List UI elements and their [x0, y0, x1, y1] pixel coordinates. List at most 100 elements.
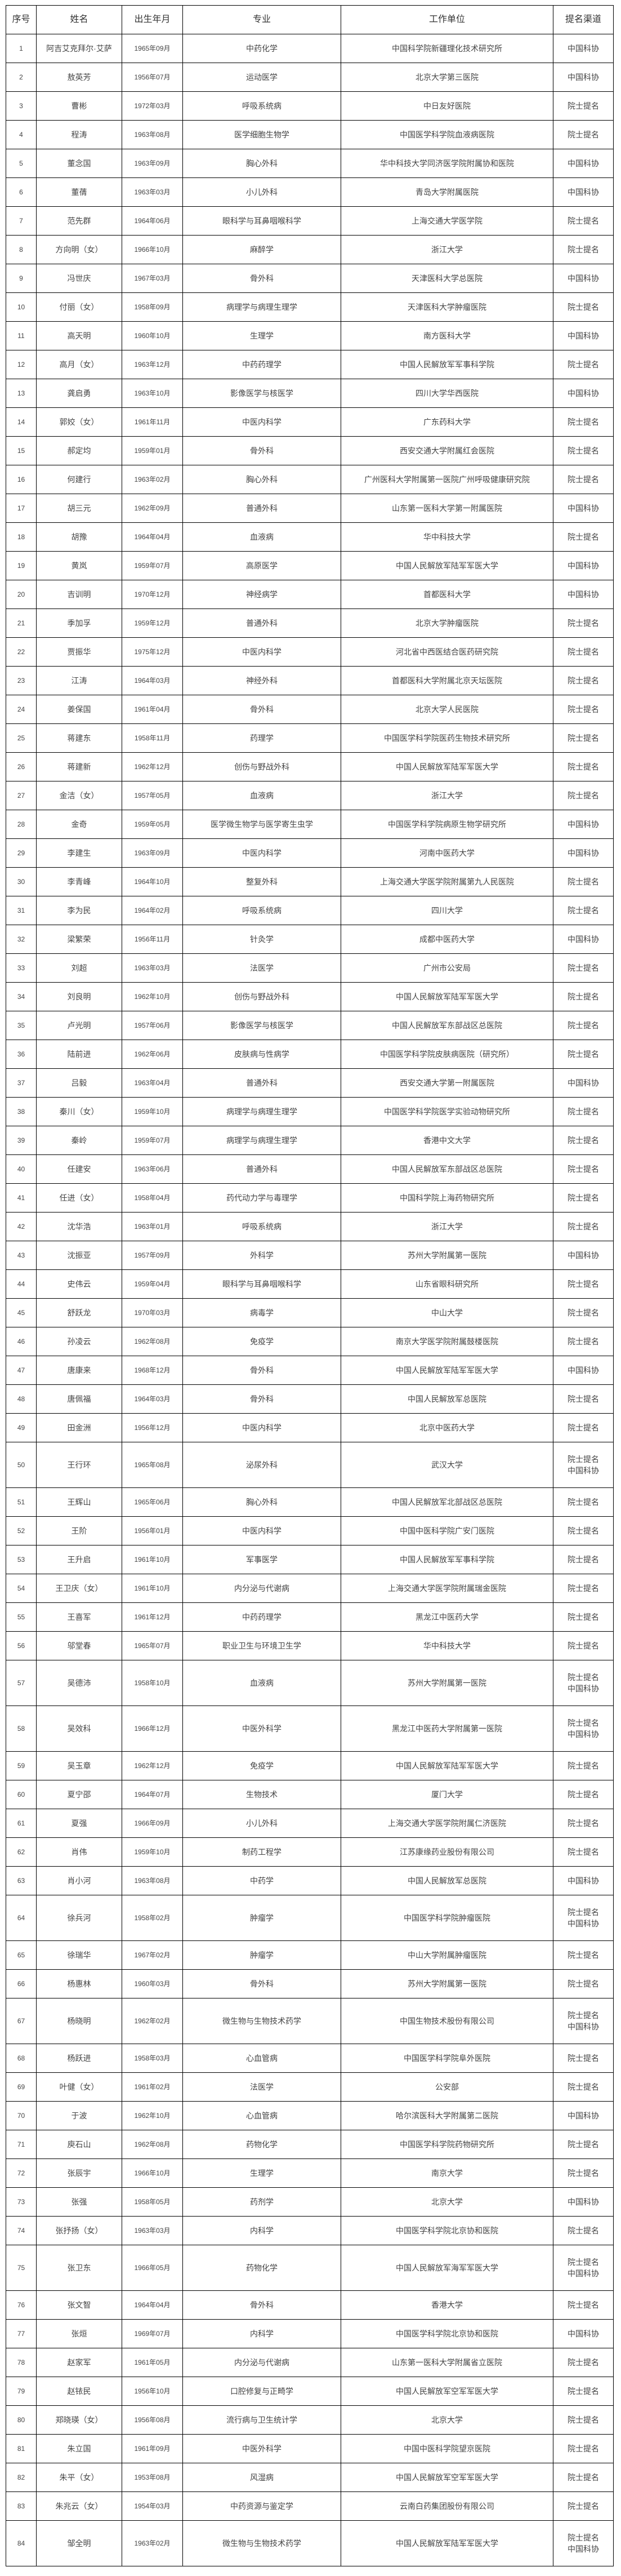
cell-specialty: 骨外科 [182, 1356, 341, 1385]
cell-name: 秦川（女） [36, 1097, 122, 1126]
cell-specialty: 心血管病 [182, 2044, 341, 2073]
table-row: 70 于波 1962年10月 心血管病 哈尔滨医科大学附属第二医院 中国科协 [6, 2101, 614, 2130]
cell-workplace: 华中科技大学 [341, 522, 553, 552]
cell-birth: 1964年03月 [122, 1384, 183, 1414]
cell-index: 23 [6, 666, 37, 695]
cell-workplace: 中国人民解放军东部战区总医院 [341, 1154, 553, 1184]
cell-birth: 1961年10月 [122, 1574, 183, 1603]
cell-index: 64 [6, 1895, 37, 1941]
header-name: 姓名 [36, 5, 122, 34]
cell-index: 15 [6, 436, 37, 465]
cell-name: 王喜军 [36, 1602, 122, 1632]
table-row: 60 夏宁邵 1964年07月 生物技术 厦门大学 院士提名 [6, 1780, 614, 1809]
cell-workplace: 广州市公安局 [341, 953, 553, 983]
cell-name: 姜保国 [36, 695, 122, 724]
cell-specialty: 胸心外科 [182, 465, 341, 494]
cell-channel: 院士提名 [553, 867, 614, 896]
cell-channel: 院士提名 [553, 1969, 614, 1998]
table-row: 73 张强 1958年05月 药剂学 北京大学 中国科协 [6, 2187, 614, 2217]
table-row: 51 王辉山 1965年06月 胸心外科 中国人民解放军北部战区总医院 院士提名 [6, 1487, 614, 1517]
cell-birth: 1956年08月 [122, 2405, 183, 2435]
cell-birth: 1957年09月 [122, 1241, 183, 1270]
cell-birth: 1967年03月 [122, 264, 183, 293]
cell-channel: 院士提名 [553, 2216, 614, 2245]
cell-birth: 1959年07月 [122, 1126, 183, 1155]
cell-birth: 1962年08月 [122, 1327, 183, 1356]
cell-specialty: 外科学 [182, 1241, 341, 1270]
cell-workplace: 中国人民解放军陆军军医大学 [341, 2520, 553, 2566]
cell-specialty: 心血管病 [182, 2101, 341, 2130]
cell-specialty: 骨外科 [182, 695, 341, 724]
cell-birth: 1963年04月 [122, 1068, 183, 1098]
cell-channel: 院士提名 [553, 723, 614, 753]
cell-workplace: 北京大学人民医院 [341, 695, 553, 724]
cell-specialty: 骨外科 [182, 1384, 341, 1414]
cell-birth: 1962年09月 [122, 494, 183, 523]
header-index: 序号 [6, 5, 37, 34]
cell-channel: 中国科协 [553, 810, 614, 839]
cell-name: 郝定均 [36, 436, 122, 465]
cell-index: 20 [6, 580, 37, 609]
table-row: 75 张卫东 1966年05月 药物化学 中国人民解放军海军军医大学 院士提名 中国科协 [6, 2245, 614, 2291]
cell-name: 朱立国 [36, 2434, 122, 2463]
cell-birth: 1958年05月 [122, 2187, 183, 2217]
cell-channel: 院士提名 [553, 1487, 614, 1517]
cell-specialty: 药代动力学与毒理学 [182, 1183, 341, 1213]
cell-workplace: 首都医科大学附属北京天坛医院 [341, 666, 553, 695]
table-row: 1 阿吉艾克拜尔·艾萨 1965年09月 中药化学 中国科学院新疆理化技术研究所 中国科协 [6, 34, 614, 63]
cell-name: 吕毅 [36, 1068, 122, 1098]
table-row: 18 胡豫 1964年04月 血液病 华中科技大学 院士提名 [6, 522, 614, 552]
cell-workplace: 中国科学院上海药物研究所 [341, 1183, 553, 1213]
table-row: 14 郭姣（女） 1961年11月 中医内科学 广东药科大学 院士提名 [6, 407, 614, 437]
cell-specialty: 中医外科学 [182, 1706, 341, 1752]
cell-workplace: 北京大学肿瘤医院 [341, 609, 553, 638]
cell-name: 阿吉艾克拜尔·艾萨 [36, 34, 122, 63]
cell-name: 卢光明 [36, 1011, 122, 1040]
cell-workplace: 南方医科大学 [341, 321, 553, 350]
cell-index: 5 [6, 149, 37, 178]
table-row: 46 孙凌云 1962年08月 免疫学 南京大学医学院附属鼓楼医院 院士提名 [6, 1327, 614, 1356]
cell-index: 61 [6, 1809, 37, 1838]
header-specialty: 专业 [182, 5, 341, 34]
table-row: 61 夏强 1966年09月 小儿外科 上海交通大学医学院附属仁济医院 院士提名 [6, 1809, 614, 1838]
cell-name: 王行环 [36, 1442, 122, 1488]
cell-name: 夏强 [36, 1809, 122, 1838]
cell-index: 46 [6, 1327, 37, 1356]
cell-index: 48 [6, 1384, 37, 1414]
cell-name: 赵铱民 [36, 2377, 122, 2406]
cell-name: 叶健（女） [36, 2072, 122, 2102]
cell-channel: 院士提名 [553, 465, 614, 494]
cell-name: 田金洲 [36, 1413, 122, 1442]
cell-channel: 院士提名 [553, 2072, 614, 2102]
cell-specialty: 运动医学 [182, 63, 341, 92]
table-row: 4 程涛 1963年08月 医学细胞生物学 中国医学科学院血液病医院 院士提名 [6, 120, 614, 149]
cell-index: 6 [6, 177, 37, 207]
cell-channel: 院士提名 [553, 896, 614, 925]
header-workplace: 工作单位 [341, 5, 553, 34]
cell-name: 刘超 [36, 953, 122, 983]
cell-specialty: 病毒学 [182, 1298, 341, 1327]
cell-workplace: 中国医学科学院医学实验动物研究所 [341, 1097, 553, 1126]
table-row: 23 江涛 1964年03月 神经外科 首都医科大学附属北京天坛医院 院士提名 [6, 666, 614, 695]
cell-specialty: 高原医学 [182, 551, 341, 580]
cell-index: 78 [6, 2348, 37, 2377]
cell-channel: 中国科协 [553, 2319, 614, 2348]
cell-workplace: 北京中医药大学 [341, 1413, 553, 1442]
cell-specialty: 中药资源与鉴定学 [182, 2491, 341, 2521]
table-row: 42 沈华浩 1963年01月 呼吸系统病 浙江大学 院士提名 [6, 1212, 614, 1241]
cell-specialty: 微生物与生物技术药学 [182, 2520, 341, 2566]
table-row: 17 胡三元 1962年09月 普通外科 山东第一医科大学第一附属医院 中国科协 [6, 494, 614, 523]
cell-workplace: 中国医学科学院皮肤病医院（研究所） [341, 1040, 553, 1069]
cell-channel: 院士提名 [553, 752, 614, 781]
cell-specialty: 免疫学 [182, 1327, 341, 1356]
table-row: 57 吴德沛 1958年10月 血液病 苏州大学附属第一医院 院士提名 中国科协 [6, 1660, 614, 1706]
cell-channel: 院士提名 [553, 1298, 614, 1327]
table-row: 50 王行环 1965年08月 泌尿外科 武汉大学 院士提名 中国科协 [6, 1442, 614, 1488]
cell-workplace: 中国中医科学院广安门医院 [341, 1516, 553, 1545]
cell-channel: 院士提名 [553, 350, 614, 379]
cell-channel: 院士提名 [553, 1413, 614, 1442]
table-row: 78 赵家军 1961年05月 内分泌与代谢病 山东第一医科大学附属省立医院 院士提名 [6, 2348, 614, 2377]
cell-name: 蒋建新 [36, 752, 122, 781]
cell-index: 2 [6, 63, 37, 92]
cell-channel: 中国科协 [553, 63, 614, 92]
